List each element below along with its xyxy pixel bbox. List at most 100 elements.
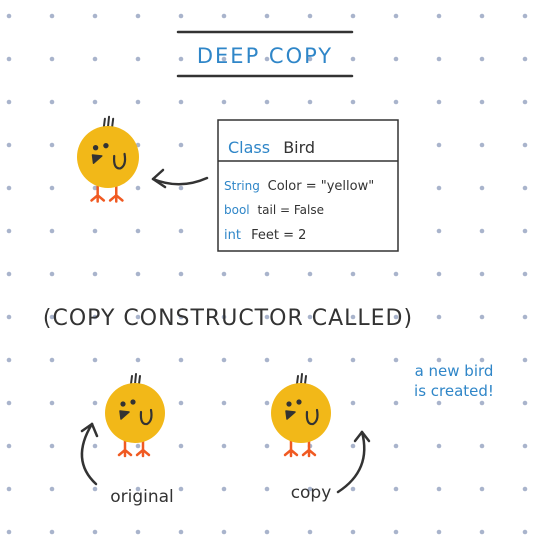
grid-dot (49, 357, 55, 363)
grid-dot (350, 314, 356, 320)
grid-dot (350, 357, 356, 363)
bird-tuft (130, 373, 141, 385)
grid-dot (221, 357, 227, 363)
bird-foot (108, 183, 124, 203)
grid-dot (92, 13, 98, 19)
grid-dot (92, 529, 98, 535)
bird-foot (90, 183, 106, 203)
new-bird-note-line1: a new bird (415, 362, 494, 380)
grid-dot (6, 142, 12, 148)
grid-dot (350, 529, 356, 535)
grid-dot (522, 142, 528, 148)
grid-dot (178, 529, 184, 535)
grid-dot (393, 400, 399, 406)
bird-eye (296, 399, 302, 405)
grid-dot (522, 486, 528, 492)
grid-dot (135, 529, 141, 535)
grid-dot (221, 13, 227, 19)
grid-dot (522, 529, 528, 535)
grid-dot (479, 271, 485, 277)
grid-dot (350, 443, 356, 449)
grid-dot (49, 13, 55, 19)
grid-dot (264, 271, 270, 277)
bird-feet (117, 438, 151, 458)
bird-feet (283, 438, 317, 458)
grid-dot (135, 56, 141, 62)
grid-dot (6, 271, 12, 277)
grid-dot (135, 314, 141, 320)
class-header: Class Bird (228, 138, 315, 157)
grid-dot (92, 185, 98, 191)
grid-dot (221, 56, 227, 62)
bird-beak (119, 410, 130, 420)
grid-dot (178, 99, 184, 105)
field-feet-type: int (224, 228, 241, 243)
bird-tuft (102, 115, 115, 128)
bird-eye (130, 399, 136, 405)
bird-body (105, 383, 165, 443)
bird-beak (91, 154, 103, 164)
grid-dot (393, 314, 399, 320)
grid-dot (307, 56, 313, 62)
grid-dot (6, 228, 12, 234)
bird-body (77, 126, 139, 188)
grid-dot (49, 400, 55, 406)
grid-dot (135, 486, 141, 492)
grid-dot (436, 271, 442, 277)
grid-dot (6, 529, 12, 535)
bird-tuft (296, 373, 307, 385)
bird-foot (283, 438, 299, 458)
grid-dot (479, 314, 485, 320)
grid-dot (49, 228, 55, 234)
bird-class-instance (77, 115, 139, 203)
constructor-note: (COPY CONSTRUCTOR CALLED) (43, 306, 413, 331)
grid-dot (393, 486, 399, 492)
field-tail: bool tail = False (224, 203, 324, 217)
grid-dot (221, 443, 227, 449)
grid-dot (178, 314, 184, 320)
grid-dot (92, 486, 98, 492)
copy-arrow (336, 430, 371, 494)
grid-dot (178, 13, 184, 19)
grid-dot (264, 314, 270, 320)
grid-dot (350, 13, 356, 19)
grid-dot (92, 314, 98, 320)
grid-dot (436, 529, 442, 535)
grid-dot (522, 185, 528, 191)
bird-copy (271, 373, 331, 458)
grid-dot (178, 185, 184, 191)
grid-dot (178, 271, 184, 277)
grid-dot (92, 99, 98, 105)
copy-arrow-shaft (336, 430, 366, 494)
bird-eye (92, 145, 99, 151)
grid-dot (92, 357, 98, 363)
grid-dot (49, 486, 55, 492)
bird-foot (301, 438, 317, 458)
bird-feet (90, 183, 124, 203)
grid-dot (522, 443, 528, 449)
class-name: Bird (283, 138, 315, 157)
grid-dot (307, 271, 313, 277)
grid-dot (436, 99, 442, 105)
grid-dot (264, 486, 270, 492)
grid-dot (221, 271, 227, 277)
new-bird-note-line2: is created! (414, 382, 494, 400)
bird-body (271, 383, 331, 443)
grid-dot (479, 185, 485, 191)
grid-dot (393, 529, 399, 535)
grid-dot (49, 271, 55, 277)
field-tail-type: bool (224, 203, 250, 217)
bird-wing (112, 152, 127, 170)
grid-dot (479, 142, 485, 148)
grid-dot (221, 314, 227, 320)
grid-dot (178, 486, 184, 492)
grid-dot (6, 185, 12, 191)
grid-dot (522, 271, 528, 277)
grid-dot (307, 13, 313, 19)
bird-eye (103, 142, 109, 149)
grid-dot (522, 400, 528, 406)
bird-beak (285, 410, 296, 420)
original-arrow (80, 422, 99, 486)
grid-dot (522, 56, 528, 62)
grid-dot (479, 486, 485, 492)
